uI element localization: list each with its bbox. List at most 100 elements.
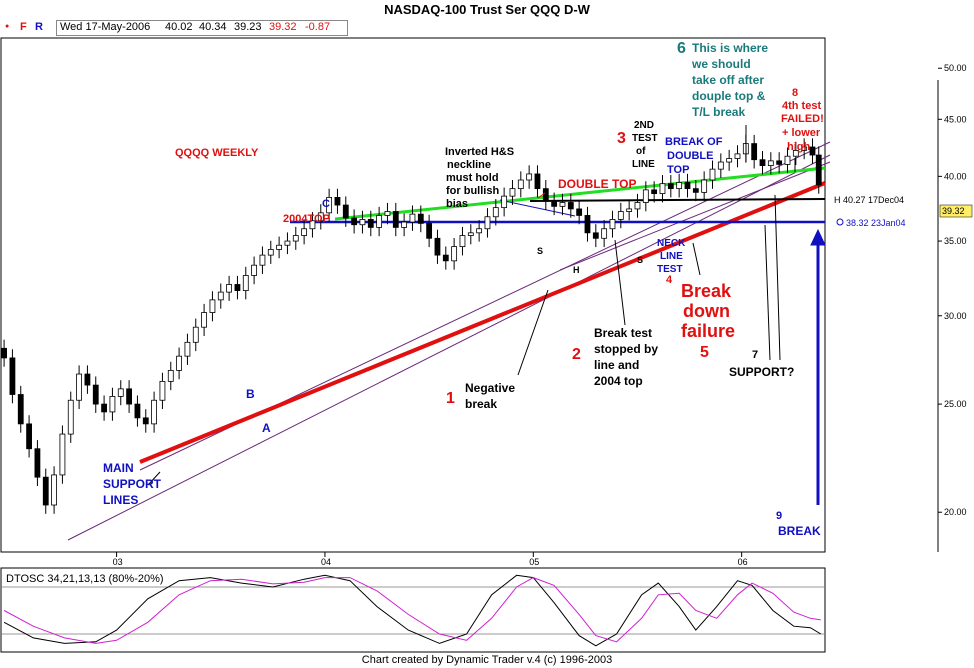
candle-body — [117, 388, 124, 397]
candle-body — [209, 299, 216, 313]
candle-body — [426, 222, 433, 239]
price-label-low-marker — [836, 218, 844, 226]
note-4: 4 — [666, 274, 673, 286]
note-weekly: QQQQ WEEKLY — [175, 147, 259, 159]
note-h: H — [573, 265, 580, 275]
y-tick-label: 25.00 — [944, 399, 967, 409]
candle-body — [509, 188, 516, 197]
candle-body — [692, 188, 699, 193]
candle-body — [159, 380, 166, 401]
candle-body — [67, 399, 74, 435]
candle-body — [784, 155, 791, 165]
candle-body — [759, 159, 766, 166]
candle-body — [259, 254, 266, 266]
candle-body — [792, 150, 799, 157]
candle-body — [351, 217, 358, 226]
candle-body — [309, 220, 316, 230]
osc-slow-line — [3, 577, 821, 644]
f-toggle-button[interactable]: F — [20, 21, 27, 33]
candle-body — [59, 433, 66, 476]
candle-body — [17, 394, 24, 425]
note-bdf-3: failure — [681, 321, 735, 341]
note-neck-2: LINE — [660, 251, 683, 262]
note-ihs-2: neckline — [447, 159, 491, 171]
candle-body — [76, 373, 82, 401]
candle-body — [434, 237, 441, 256]
candle-body — [251, 264, 258, 276]
candle-body — [109, 396, 116, 413]
x-tick-label: 04 — [321, 557, 331, 567]
candle-body — [667, 183, 674, 190]
note-8-3: + lower — [782, 127, 821, 139]
note-s2: S — [637, 255, 643, 265]
ohlc-date: Wed 17-May-2006 — [60, 21, 151, 33]
candle-body — [709, 168, 716, 181]
candle-body — [542, 188, 549, 202]
y-tick-label: 30.00 — [944, 311, 967, 321]
note-6-2: we should — [691, 57, 751, 71]
candle-body — [126, 388, 132, 405]
candle-body — [815, 154, 822, 186]
candle-body — [584, 215, 591, 234]
support-7-line2 — [774, 194, 781, 361]
candle-body — [526, 173, 533, 181]
y-tick-label: 35.00 — [944, 236, 967, 246]
channel-line-mid — [559, 161, 831, 271]
candle-body — [42, 476, 49, 506]
candle-body — [726, 158, 733, 163]
annotation-arrows — [147, 125, 826, 505]
note-bt-3: line and — [594, 358, 639, 372]
ohlc-high: 40.34 — [199, 21, 227, 33]
ohlc-change: -0.87 — [305, 21, 331, 33]
candle-body — [567, 202, 574, 210]
y-tick-label: 50.00 — [944, 63, 967, 73]
candle-body — [167, 370, 174, 382]
arrow-1 — [517, 289, 549, 376]
support-7-line — [764, 224, 771, 361]
candle-body — [559, 202, 566, 207]
current-price-label: 39.32 — [942, 206, 965, 216]
note-support: SUPPORT? — [729, 365, 794, 379]
candle-body — [151, 399, 157, 425]
y-tick-label: 45.00 — [944, 114, 967, 124]
candle-body — [384, 211, 391, 216]
candle-body — [234, 284, 241, 291]
osc-fast-line — [3, 574, 822, 647]
annotations: QQQQ WEEKLY C 2004TOP Inverted H&S neckl… — [103, 40, 824, 538]
note-8-4: high — [787, 141, 810, 153]
arrow-ma — [147, 471, 161, 486]
note-bdf-2: down — [683, 301, 730, 321]
candle-body — [551, 200, 558, 207]
note-1: 1 — [446, 390, 455, 407]
note-neck-3: TEST — [657, 264, 683, 275]
candle-body — [501, 195, 508, 209]
ohlc-low: 39.23 — [234, 21, 262, 33]
note-test: TEST — [632, 133, 658, 144]
candle-body — [276, 244, 283, 250]
note-ihs-1: Inverted H&S — [445, 146, 514, 158]
osc-panel-frame — [0, 567, 826, 653]
y-tick-label: 40.00 — [944, 171, 967, 181]
note-s1: S — [537, 246, 543, 256]
candle-body — [409, 213, 416, 223]
candle-body — [592, 232, 599, 239]
candle-body — [342, 204, 349, 219]
note-a: A — [262, 421, 271, 435]
note-bt-2: stopped by — [594, 342, 658, 356]
note-bodt-1: BREAK OF — [665, 136, 723, 148]
price-panel-frame — [0, 37, 826, 553]
candle-body — [717, 161, 724, 170]
note-bt-1: Break test — [594, 326, 652, 340]
candle-body — [217, 291, 224, 301]
note-ihs-3: must hold — [446, 172, 499, 184]
candle-body — [651, 189, 658, 195]
price-label-group: H 40.27 17Dec04 38.32 23Jan04 39.32 — [834, 195, 973, 228]
note-break: BREAK — [778, 524, 821, 538]
r-toggle-button[interactable]: R — [35, 21, 43, 33]
candle-body — [334, 197, 341, 206]
candle-body — [326, 197, 333, 214]
candle-body — [317, 212, 324, 222]
candle-body — [659, 183, 666, 195]
price-label-high: H 40.27 17Dec04 — [834, 195, 904, 205]
ohlc-open: 40.02 — [165, 21, 193, 33]
